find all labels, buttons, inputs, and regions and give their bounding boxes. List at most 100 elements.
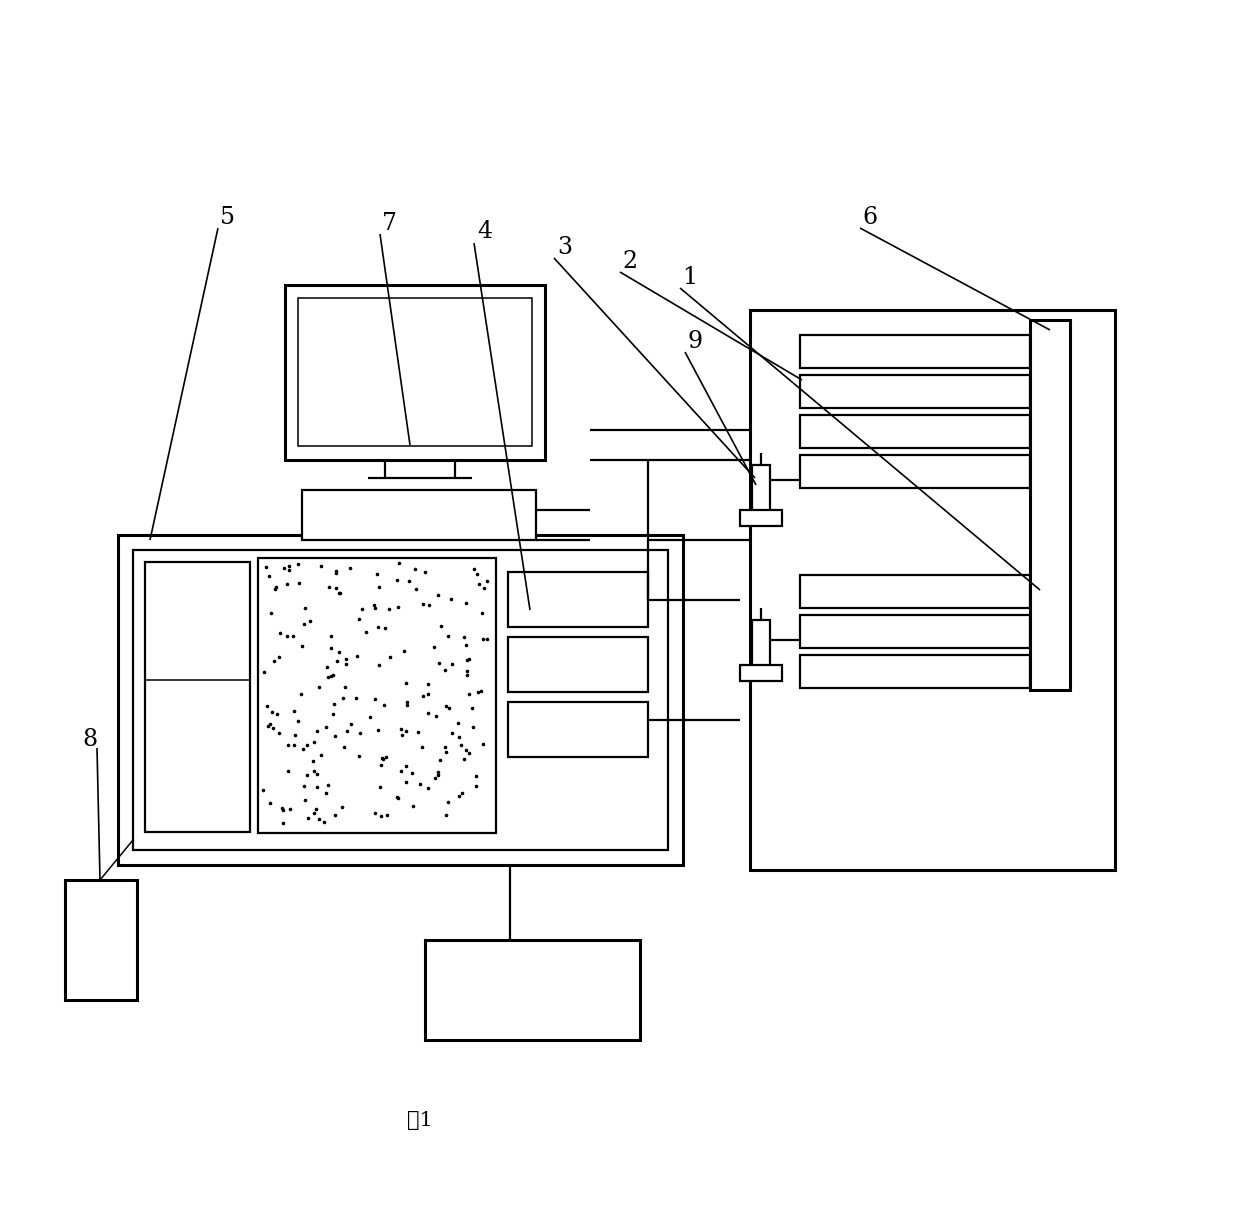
Point (334, 736, 353, 756)
Point (459, 649, 479, 669)
Point (303, 751, 322, 770)
Point (311, 556, 331, 576)
Point (274, 559, 294, 578)
Point (267, 704, 286, 724)
Text: 4: 4 (477, 220, 492, 243)
Point (435, 737, 455, 757)
Point (352, 599, 372, 619)
Point (306, 778, 326, 797)
Point (368, 618, 388, 637)
Point (459, 744, 479, 763)
Point (471, 681, 491, 701)
Point (456, 740, 476, 759)
Point (298, 808, 317, 828)
Point (397, 692, 417, 712)
Text: 6: 6 (863, 207, 878, 230)
Point (450, 726, 470, 746)
Text: 3: 3 (558, 236, 573, 259)
Point (304, 731, 324, 751)
Point (436, 806, 456, 826)
Point (388, 597, 408, 616)
Point (439, 626, 459, 646)
Point (469, 575, 489, 594)
Point (430, 751, 450, 770)
Point (392, 725, 412, 745)
Point (330, 583, 350, 603)
Point (387, 786, 407, 806)
Point (378, 599, 398, 619)
Point (403, 763, 423, 783)
Point (464, 559, 484, 578)
Text: 8: 8 (82, 729, 98, 751)
Point (414, 563, 434, 582)
Text: 图1: 图1 (407, 1110, 433, 1130)
Point (324, 695, 343, 714)
Point (334, 689, 353, 708)
Point (350, 609, 370, 629)
Point (288, 555, 308, 575)
Point (269, 624, 289, 643)
Point (409, 774, 429, 794)
Point (278, 626, 298, 646)
Point (466, 767, 486, 786)
Bar (1030, 320, 1070, 690)
Point (449, 786, 469, 806)
Point (279, 762, 299, 781)
Point (260, 793, 280, 812)
Point (368, 720, 388, 740)
Point (325, 725, 345, 745)
Point (456, 660, 476, 680)
Point (456, 636, 476, 656)
Point (321, 638, 341, 658)
Point (363, 596, 383, 615)
Point (284, 735, 304, 755)
Point (365, 690, 384, 709)
Text: 2: 2 (622, 251, 637, 274)
Bar (64, 881, 136, 1000)
Point (319, 668, 339, 687)
Point (441, 589, 461, 609)
Point (288, 712, 308, 731)
Point (441, 724, 461, 744)
Point (337, 722, 357, 741)
Point (279, 560, 299, 580)
Point (309, 808, 329, 828)
Point (365, 804, 384, 823)
Point (350, 746, 370, 766)
Point (259, 566, 279, 586)
Bar (800, 455, 1030, 488)
Point (295, 598, 315, 618)
Point (258, 715, 278, 735)
Point (335, 676, 355, 696)
Point (273, 813, 293, 833)
Point (291, 685, 311, 704)
Bar (800, 656, 1030, 689)
Point (474, 734, 494, 753)
Point (284, 702, 304, 722)
Point (373, 750, 393, 769)
Point (432, 616, 451, 636)
Point (407, 578, 427, 598)
Point (454, 750, 474, 769)
Point (326, 577, 346, 597)
Bar (740, 510, 782, 526)
Bar (508, 702, 649, 757)
Point (253, 780, 273, 800)
Point (319, 577, 339, 597)
Point (472, 604, 492, 624)
Point (264, 651, 284, 670)
Bar (800, 375, 1030, 408)
Point (389, 554, 409, 574)
Point (269, 647, 289, 667)
Point (263, 702, 283, 722)
Point (254, 663, 274, 682)
Point (285, 725, 305, 745)
Point (454, 627, 474, 647)
Point (310, 676, 330, 696)
Bar (258, 558, 496, 833)
Point (370, 656, 389, 675)
Point (391, 761, 410, 780)
Point (371, 806, 391, 826)
Point (368, 577, 388, 597)
Text: 1: 1 (682, 267, 698, 290)
